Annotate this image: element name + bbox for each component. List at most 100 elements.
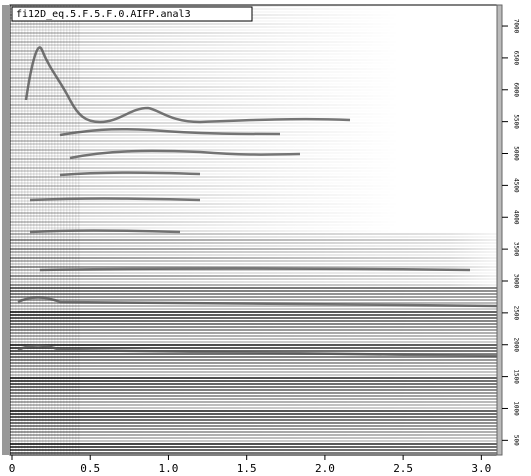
spectral-band bbox=[10, 380, 497, 382]
spectral-band bbox=[10, 338, 497, 340]
spectral-band bbox=[10, 86, 497, 88]
spectral-band bbox=[10, 311, 497, 313]
spectral-band bbox=[10, 398, 497, 400]
spectral-band bbox=[10, 185, 497, 187]
spectral-band bbox=[10, 314, 497, 316]
spectral-band bbox=[10, 233, 497, 235]
spectral-band bbox=[10, 320, 497, 322]
spectral-band bbox=[10, 209, 497, 211]
y-tick-label: 3500 bbox=[513, 242, 520, 257]
spectral-band bbox=[10, 254, 497, 256]
spectral-band bbox=[10, 206, 497, 208]
y-tick-label: 2500 bbox=[513, 306, 520, 321]
formant-traces bbox=[17, 46, 498, 358]
spectral-band bbox=[10, 350, 497, 352]
spectral-band bbox=[10, 80, 497, 82]
spectral-band bbox=[10, 20, 497, 22]
spectral-band bbox=[10, 323, 497, 325]
spectral-band bbox=[10, 344, 497, 346]
spectral-band bbox=[10, 419, 497, 421]
y-tick-label: 4500 bbox=[513, 178, 520, 193]
spectral-band bbox=[10, 131, 497, 133]
spectral-band bbox=[10, 17, 497, 19]
spectral-band bbox=[10, 440, 497, 442]
onset-column bbox=[30, 5, 32, 455]
y-tick-label: 2000 bbox=[513, 338, 520, 353]
onset-column bbox=[18, 5, 20, 455]
spectral-band bbox=[10, 281, 497, 283]
spectral-band bbox=[10, 176, 497, 178]
spectral-band bbox=[10, 299, 497, 301]
spectral-band bbox=[10, 290, 497, 292]
spectral-band bbox=[10, 401, 497, 403]
spectral-band bbox=[10, 242, 497, 244]
spectral-band bbox=[10, 14, 497, 16]
spectral-band bbox=[10, 95, 497, 97]
spectral-band bbox=[10, 389, 497, 391]
spectral-band bbox=[10, 446, 497, 448]
spectral-band bbox=[10, 215, 497, 217]
spectral-band bbox=[10, 116, 497, 118]
x-tick-label: 2.0 bbox=[315, 462, 335, 475]
spectral-band bbox=[10, 386, 497, 388]
spectral-band bbox=[10, 218, 497, 220]
onset-column bbox=[42, 5, 44, 455]
spectral-band bbox=[10, 53, 497, 55]
spectral-band bbox=[10, 260, 497, 262]
x-tick-label: 0.5 bbox=[80, 462, 100, 475]
onset-column bbox=[24, 5, 26, 455]
spectral-band bbox=[10, 245, 497, 247]
spectral-band bbox=[10, 413, 497, 415]
spectral-band bbox=[10, 101, 497, 103]
spectrogram-image bbox=[10, 5, 497, 455]
spectral-band bbox=[10, 257, 497, 259]
spectral-band bbox=[10, 122, 497, 124]
spectral-band bbox=[10, 59, 497, 61]
spectral-band bbox=[10, 329, 497, 331]
spectral-band bbox=[10, 158, 497, 160]
spectral-band bbox=[10, 5, 497, 7]
spectral-band bbox=[10, 47, 497, 49]
y-tick-label: 3000 bbox=[513, 274, 520, 289]
spectral-band bbox=[10, 365, 497, 367]
y-tick-label: 1500 bbox=[513, 369, 520, 384]
spectral-band bbox=[10, 347, 497, 349]
spectral-band bbox=[10, 341, 497, 343]
spectral-band bbox=[10, 317, 497, 319]
spectral-band bbox=[10, 335, 497, 337]
spectral-band bbox=[10, 248, 497, 250]
spectral-band bbox=[10, 407, 497, 409]
spectral-band bbox=[10, 110, 497, 112]
right-axis-bar bbox=[496, 4, 503, 456]
spectral-band bbox=[10, 89, 497, 91]
spectral-band bbox=[10, 269, 497, 271]
spectral-band bbox=[10, 284, 497, 286]
spectral-band bbox=[10, 395, 497, 397]
spectral-band bbox=[10, 266, 497, 268]
spectral-band bbox=[10, 224, 497, 226]
spectral-band bbox=[10, 149, 497, 151]
spectral-band bbox=[10, 74, 497, 76]
spectral-band bbox=[10, 374, 497, 376]
spectral-band bbox=[10, 170, 497, 172]
spectral-band bbox=[10, 23, 497, 25]
spectral-band bbox=[10, 368, 497, 370]
spectral-band bbox=[10, 275, 497, 277]
spectral-band bbox=[10, 92, 497, 94]
spectral-band bbox=[10, 143, 497, 145]
spectral-band bbox=[10, 11, 497, 13]
spectral-band bbox=[10, 128, 497, 130]
spectral-band bbox=[10, 221, 497, 223]
spectral-band bbox=[10, 437, 497, 439]
spectral-band bbox=[10, 65, 497, 67]
spectral-band bbox=[10, 62, 497, 64]
spectral-band bbox=[10, 251, 497, 253]
spectral-band bbox=[10, 353, 497, 355]
spectral-band bbox=[10, 383, 497, 385]
spectral-band bbox=[10, 161, 497, 163]
spectral-band bbox=[10, 50, 497, 52]
spectral-band bbox=[10, 35, 497, 37]
spectral-band bbox=[10, 449, 497, 451]
x-tick-label: 0 bbox=[9, 462, 16, 475]
